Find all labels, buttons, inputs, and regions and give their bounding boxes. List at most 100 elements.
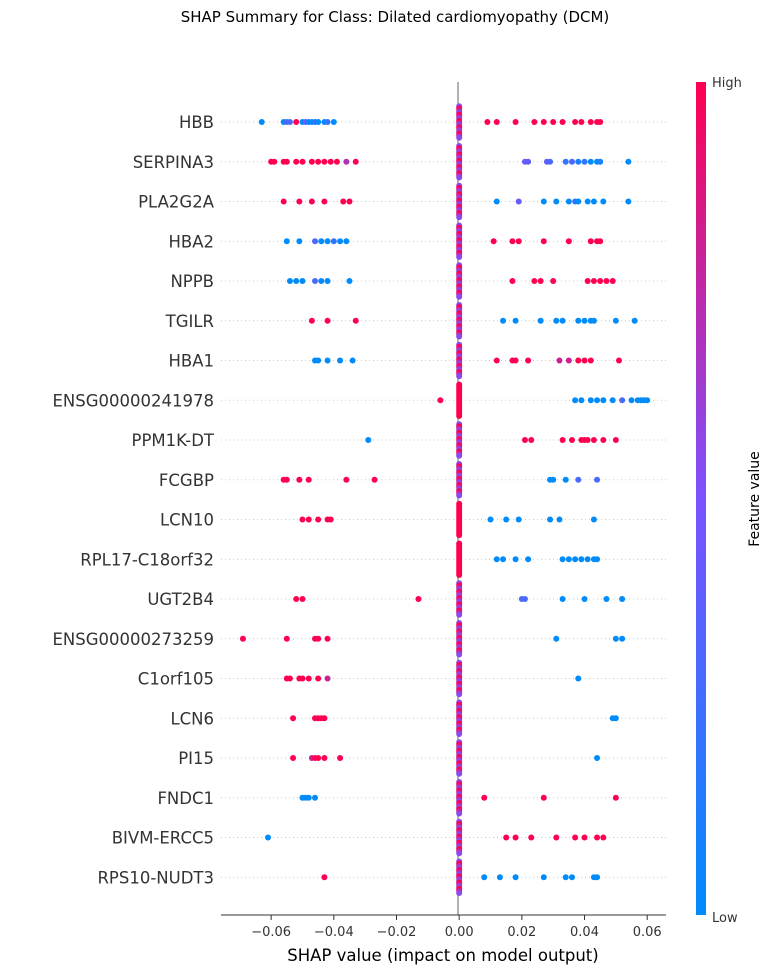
shap-point (493, 198, 500, 205)
shap-point (556, 357, 563, 364)
feature-label: C1orf105 (138, 670, 214, 689)
shap-point (337, 755, 344, 761)
shap-point (587, 357, 594, 364)
shap-point (572, 556, 579, 563)
shap-point (503, 834, 510, 841)
shap-point (559, 596, 566, 602)
shap-point (550, 119, 557, 125)
shap-point (337, 238, 344, 245)
shap-point (271, 158, 278, 165)
shap-point (515, 516, 522, 523)
shap-point (540, 198, 547, 205)
shap-point (496, 874, 503, 881)
feature-label: FNDC1 (157, 789, 214, 808)
shap-point (305, 516, 312, 523)
shap-point (509, 238, 516, 245)
shap-point (324, 317, 331, 324)
shap-point (324, 675, 331, 682)
shap-point (581, 596, 588, 602)
shap-point (540, 794, 547, 801)
shap-point (503, 516, 510, 523)
shap-point (346, 198, 353, 205)
shap-point (415, 596, 422, 602)
shap-point (581, 834, 588, 841)
shap-point (556, 516, 563, 523)
shap-point (239, 635, 246, 642)
shap-point (290, 755, 297, 761)
shap-point (324, 278, 331, 284)
shap-point (568, 437, 575, 443)
shap-point (481, 794, 488, 801)
shap-point (315, 119, 322, 125)
shap-point (537, 278, 544, 284)
shap-point (584, 198, 591, 205)
shap-point (330, 119, 337, 125)
shap-point (296, 198, 303, 205)
colorbar-high-label: High (712, 76, 742, 91)
shap-point-zero (456, 651, 463, 658)
shap-point (572, 397, 579, 404)
shap-point (327, 158, 334, 165)
shap-point (575, 476, 582, 483)
shap-point (600, 437, 607, 443)
shap-point (315, 516, 322, 523)
feature-label: LCN6 (170, 709, 214, 728)
shap-points (239, 103, 651, 896)
shap-point (575, 158, 582, 165)
shap-point (565, 556, 572, 563)
colorbar-label: Feature value (747, 451, 763, 547)
shap-point (631, 317, 638, 324)
shap-point (493, 556, 500, 563)
shap-point (594, 755, 601, 761)
shap-point (318, 278, 325, 284)
shap-point-zero (456, 850, 463, 857)
feature-label: HBA1 (168, 352, 214, 371)
shap-point (581, 357, 588, 364)
shap-point (343, 476, 350, 483)
shap-point (525, 556, 532, 563)
shap-point (299, 278, 306, 284)
shap-point-zero (456, 532, 463, 539)
shap-point (286, 278, 293, 284)
shap-point (528, 437, 535, 443)
shap-point-zero (456, 691, 463, 698)
shap-point (547, 158, 554, 165)
shap-point (578, 556, 585, 563)
x-tick-label: −0.04 (314, 925, 354, 940)
x-tick-label: 0.06 (633, 925, 662, 940)
feature-label: UGT2B4 (147, 590, 214, 609)
x-tick-label: −0.02 (377, 925, 417, 940)
shap-point (553, 635, 560, 642)
shap-point (512, 317, 519, 324)
shap-point (600, 397, 607, 404)
x-tick-label: 0.02 (507, 925, 536, 940)
shap-point (572, 834, 579, 841)
feature-label: PLA2G2A (138, 193, 215, 212)
feature-label: TGILR (165, 312, 214, 331)
shap-point (349, 357, 356, 364)
shap-point (512, 834, 519, 841)
shap-point (312, 278, 319, 284)
shap-point (590, 278, 597, 284)
shap-point (575, 675, 582, 682)
feature-rows: HBB SERPINA3 PLA2G2A HBA2 NPPB TGILR HBA1 ENSG0… (52, 113, 666, 887)
shap-point (587, 119, 594, 125)
shap-point (565, 238, 572, 245)
shap-point (559, 317, 566, 324)
shap-point-zero (456, 452, 463, 459)
shap-point-zero (456, 810, 463, 817)
shap-point-zero (456, 373, 463, 380)
shap-point-zero (456, 572, 463, 578)
shap-point (321, 158, 328, 165)
shap-point (562, 158, 569, 165)
shap-point (594, 874, 601, 881)
shap-point (512, 556, 519, 563)
shap-point (343, 158, 350, 165)
shap-point (283, 476, 290, 483)
feature-label: ENSG00000273259 (52, 630, 214, 649)
shap-point (537, 317, 544, 324)
shap-point (584, 437, 591, 443)
shap-point (352, 317, 359, 324)
shap-point (299, 516, 306, 523)
shap-point (590, 437, 597, 443)
